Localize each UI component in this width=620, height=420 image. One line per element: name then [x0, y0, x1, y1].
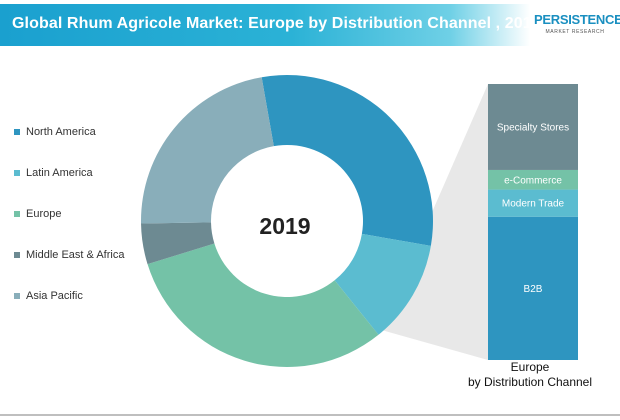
legend-swatch [14, 170, 20, 176]
legend-label: Europe [26, 208, 62, 220]
title-banner: Global Rhum Agricole Market: Europe by D… [0, 4, 541, 46]
legend-item-north-america: North America [14, 124, 96, 140]
footer-divider [0, 414, 620, 416]
chart-title: Global Rhum Agricole Market: Europe by D… [12, 15, 541, 32]
stack-label-e-commerce: e-Commerce [504, 175, 562, 186]
stack-caption-line2: by Distribution Channel [467, 375, 593, 389]
legend-label: Asia Pacific [26, 290, 83, 302]
stack-label-b2b: B2B [524, 284, 543, 295]
stack-label-modern-trade: Modern Trade [502, 199, 565, 210]
donut-center-label: 2019 [259, 213, 310, 239]
legend-item-asia-pacific: Asia Pacific [14, 288, 83, 304]
donut-slice-asia-pacific [140, 77, 274, 224]
donut-slice-latin-america [334, 233, 431, 335]
legend-item-latin-america: Latin America [14, 165, 93, 181]
stack-segment-e-commerce [488, 169, 578, 190]
logo-subtitle: MARKET RESEARCH [545, 29, 605, 35]
stack-caption: Europe by Distribution Channel [430, 360, 620, 390]
stack-segment-modern-trade [488, 189, 578, 217]
stack-caption-line1: Europe [510, 360, 550, 374]
donut-slice-middle-east-africa [141, 222, 215, 265]
donut-slice-europe [147, 243, 379, 367]
legend-label: Middle East & Africa [26, 249, 125, 261]
legend-swatch [14, 211, 20, 217]
persistence-logo: PERSISTENCE MARKET RESEARCH [534, 8, 620, 48]
legend-label: Latin America [26, 167, 93, 179]
legend-swatch [14, 252, 20, 258]
legend-item-middle-east-africa: Middle East & Africa [14, 247, 124, 263]
legend-swatch [14, 293, 20, 299]
legend-swatch [14, 129, 20, 135]
legend-label: North America [26, 126, 96, 138]
stack-segment-b2b [488, 216, 578, 360]
logo-name: PERSISTENCE [534, 12, 620, 27]
stack-label-specialty-stores: Specialty Stores [497, 122, 569, 133]
legend-item-europe: Europe [14, 206, 61, 222]
stack-segment-specialty-stores [488, 84, 578, 170]
donut-slice-north-america [261, 74, 433, 246]
